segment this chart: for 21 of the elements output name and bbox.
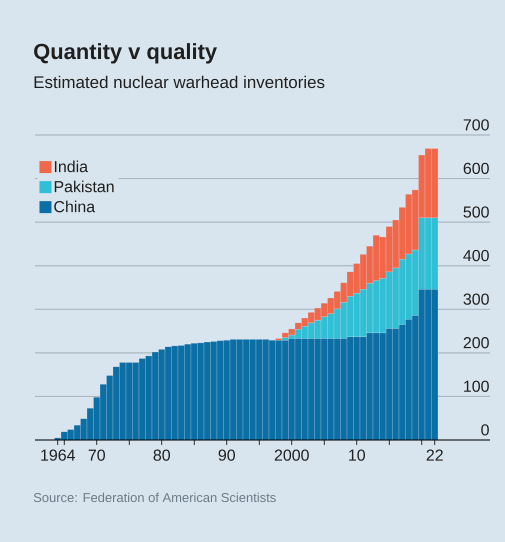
y-tick-label: 600 bbox=[464, 162, 489, 174]
x-tick-label: 90 bbox=[218, 450, 235, 461]
x-tick-label: 80 bbox=[154, 450, 170, 461]
y-tick-label: 300 bbox=[464, 293, 489, 305]
legend-label: China bbox=[54, 200, 96, 212]
chart-subtitle: Estimated nuclear warhead inventories bbox=[34, 76, 324, 88]
y-tick-label: 400 bbox=[463, 250, 489, 262]
source-note: Source: Federation of American Scientists bbox=[34, 492, 276, 502]
y-tick-label: 500 bbox=[464, 206, 489, 218]
y-tick-label: 200 bbox=[464, 337, 489, 348]
x-tick-label: 10 bbox=[349, 450, 365, 461]
y-tick-label: 100 bbox=[464, 380, 489, 392]
y-tick-label: 700 bbox=[464, 119, 489, 130]
x-tick-label: 70 bbox=[88, 450, 105, 461]
x-tick-label: 2000 bbox=[274, 450, 309, 461]
x-tick-label: 1964 bbox=[41, 450, 75, 461]
legend-label: India bbox=[54, 160, 88, 172]
y-tick-label: 0 bbox=[481, 424, 489, 436]
x-tick-label: 22 bbox=[426, 450, 443, 461]
legend-label: Pakistan bbox=[54, 180, 114, 192]
chart-title: Quantity v quality bbox=[34, 43, 217, 64]
